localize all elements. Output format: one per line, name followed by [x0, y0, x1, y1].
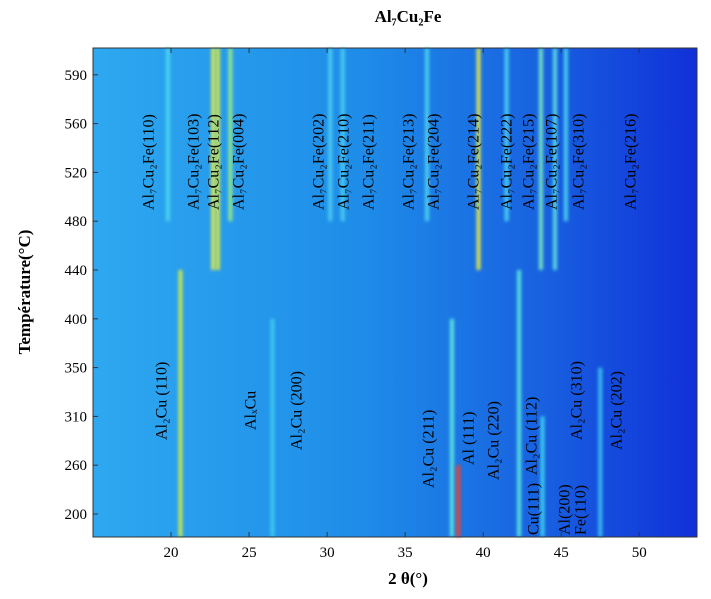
y-tick-label: 590 — [65, 68, 88, 84]
peak-annotation: Al (111) — [461, 412, 478, 465]
peak — [538, 48, 543, 270]
peak-annotation: Al₂Cu (112) — [524, 397, 541, 475]
peak-annotation: Al₂Cu (211) — [421, 410, 438, 488]
y-tick-label: 200 — [65, 507, 88, 523]
peak-annotation: Al₇Cu₂Fe(107) — [544, 114, 561, 210]
peak-annotation: Al₂Cu (202) — [609, 371, 626, 450]
peak-annotation: Fe(110) — [573, 485, 590, 535]
x-tick-label: 25 — [242, 545, 257, 561]
peak-annotation: Al₇Cu₂Fe(214) — [466, 114, 483, 210]
peak-annotation: Al₇Cu₂Fe(103) — [186, 114, 203, 210]
annotations: Al₇Cu₂Fe(110) Al₇Cu₂Fe(103) Al₇Cu₂Fe(112) A… — [141, 114, 640, 535]
plot-background — [93, 48, 697, 537]
x-tick-label: 50 — [632, 545, 647, 561]
peak — [215, 48, 220, 270]
peak-annotation: Al₇Cu₂Fe(215) — [521, 114, 538, 210]
chart-title: Al₇Cu₂Fe — [375, 7, 442, 26]
x-axis-title: 2 θ(°) — [388, 569, 428, 588]
x-tick-label: 40 — [476, 545, 491, 561]
peak — [270, 318, 275, 537]
peak-annotation: Al₇Cu₂Fe(004) — [231, 114, 248, 210]
peak-annotation: Al₇Cu₂Fe(202) — [311, 114, 328, 210]
peak — [328, 48, 333, 222]
peak-annotation: Al(200) — [557, 484, 574, 535]
x-tick-label: 45 — [554, 545, 569, 561]
peak-annotation: Al₇Cu₂Fe(310) — [571, 114, 588, 210]
y-tick-label: 560 — [65, 117, 88, 133]
peak — [228, 48, 233, 222]
peak-annotation: Al₂Cu (310) — [569, 361, 586, 440]
peak — [340, 48, 345, 222]
peak — [563, 48, 568, 222]
peak-annotation: Al₂Cu (220) — [486, 401, 503, 480]
peak — [517, 270, 522, 537]
peak — [456, 465, 461, 537]
peak-annotation: Al₂Cu (110) — [154, 362, 171, 440]
y-tick-label: 310 — [65, 409, 88, 425]
peak-annotation: Al₇Cu₂Fe(210) — [336, 114, 353, 210]
peak — [211, 48, 216, 270]
y-tick-label: 440 — [65, 263, 88, 279]
peak — [552, 48, 557, 270]
peak-annotation: Al₇Cu₂Fe(211) — [361, 114, 378, 210]
y-tick-label: 260 — [65, 458, 88, 474]
peak — [504, 48, 509, 222]
peak-annotation: Cu(111) — [526, 483, 543, 535]
peak — [476, 48, 481, 270]
y-tick-label: 520 — [65, 165, 88, 181]
x-tick-label: 30 — [320, 545, 335, 561]
plot-frame — [92, 47, 698, 538]
peak — [540, 416, 545, 537]
peak-annotation: Al₇Cu₂Fe(110) — [141, 114, 158, 210]
y-axis-title: Température(°C) — [15, 230, 34, 355]
x-tick-label: 35 — [398, 545, 413, 561]
peak — [424, 48, 429, 222]
peak — [449, 318, 454, 537]
peak-annotation: Al₇Cu₂Fe(213) — [401, 114, 418, 210]
peaks — [165, 48, 603, 537]
peak — [165, 48, 170, 222]
x-tick-label: 20 — [164, 545, 179, 561]
peak-annotation: Al₇Cu₂Fe(204) — [426, 114, 443, 210]
peak — [598, 367, 603, 537]
peak — [178, 270, 183, 537]
peak-annotation: Al₂Cu (200) — [289, 371, 306, 450]
y-tick-label: 480 — [65, 214, 88, 230]
peak-annotation: Al₇Cu₂Fe(216) — [623, 114, 640, 210]
y-tick-label: 400 — [65, 312, 88, 328]
peak-annotation: AlₓCu — [243, 391, 260, 430]
peak-annotation: Al₇Cu₂Fe(222) — [499, 114, 516, 210]
y-tick-label: 350 — [65, 361, 88, 377]
peak-annotation: Al₇Cu₂Fe(112) — [206, 114, 223, 210]
